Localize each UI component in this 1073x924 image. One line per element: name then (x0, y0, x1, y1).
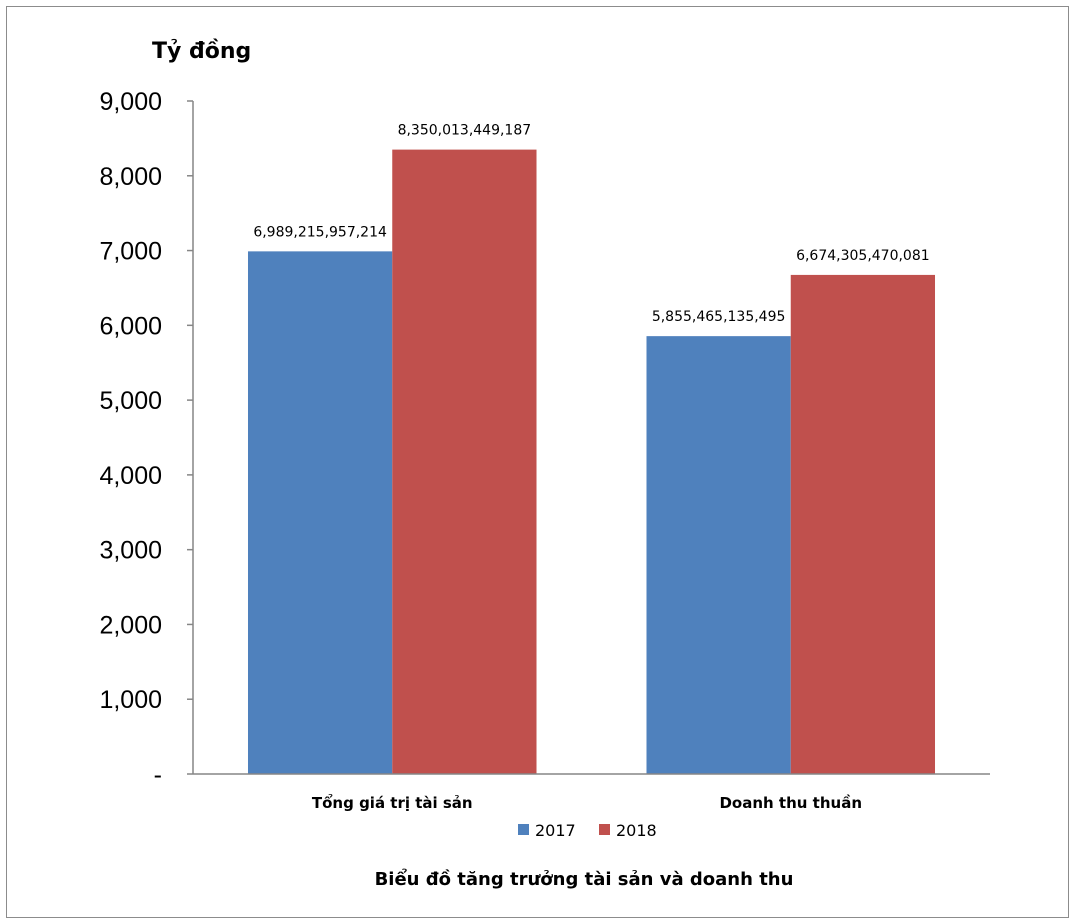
bar-2017-0 (247, 251, 393, 775)
category-labels: Tổng giá trị tài sản Doanh thu thuần (312, 793, 862, 812)
legend-label-2017: 2017 (535, 821, 576, 840)
legend: 2017 2018 (518, 821, 657, 840)
bar-2018-0 (392, 149, 537, 774)
y-tick-label: 6,000 (99, 312, 162, 340)
bar-2018-1 (790, 274, 936, 774)
y-tick-label: 2,000 (99, 611, 162, 639)
y-tick-label: 1,000 (99, 686, 162, 714)
legend-swatch-2017 (518, 824, 529, 835)
y-tick-label: 4,000 (99, 462, 162, 490)
legend-swatch-2018 (599, 824, 610, 835)
data-label: 5,855,465,135,495 (652, 309, 786, 325)
bar-2017-1 (646, 336, 791, 774)
y-tick-label: 5,000 (99, 387, 162, 415)
y-axis-label: Tỷ đồng (152, 39, 251, 64)
y-axis-ticks: - 1,000 2,000 3,000 4,000 5,000 6,000 7,000 8,00… (99, 88, 193, 789)
category-label: Doanh thu thuần (719, 794, 862, 812)
chart-title: Biểu đồ tăng trưởng tài sản và doanh thu (375, 868, 794, 890)
legend-label-2018: 2018 (616, 821, 657, 840)
y-tick-label: - (154, 761, 162, 789)
data-label: 8,350,013,449,187 (398, 123, 532, 139)
data-label: 6,989,215,957,214 (253, 224, 387, 240)
y-tick-label: 3,000 (99, 537, 162, 565)
y-tick-label: 9,000 (99, 88, 162, 116)
bars (247, 149, 936, 775)
y-tick-label: 8,000 (99, 163, 162, 191)
y-tick-label: 7,000 (99, 238, 162, 266)
category-label: Tổng giá trị tài sản (312, 793, 473, 812)
data-label: 6,674,305,470,081 (796, 248, 930, 264)
data-labels: 6,989,215,957,214 8,350,013,449,187 5,855,… (253, 123, 929, 326)
